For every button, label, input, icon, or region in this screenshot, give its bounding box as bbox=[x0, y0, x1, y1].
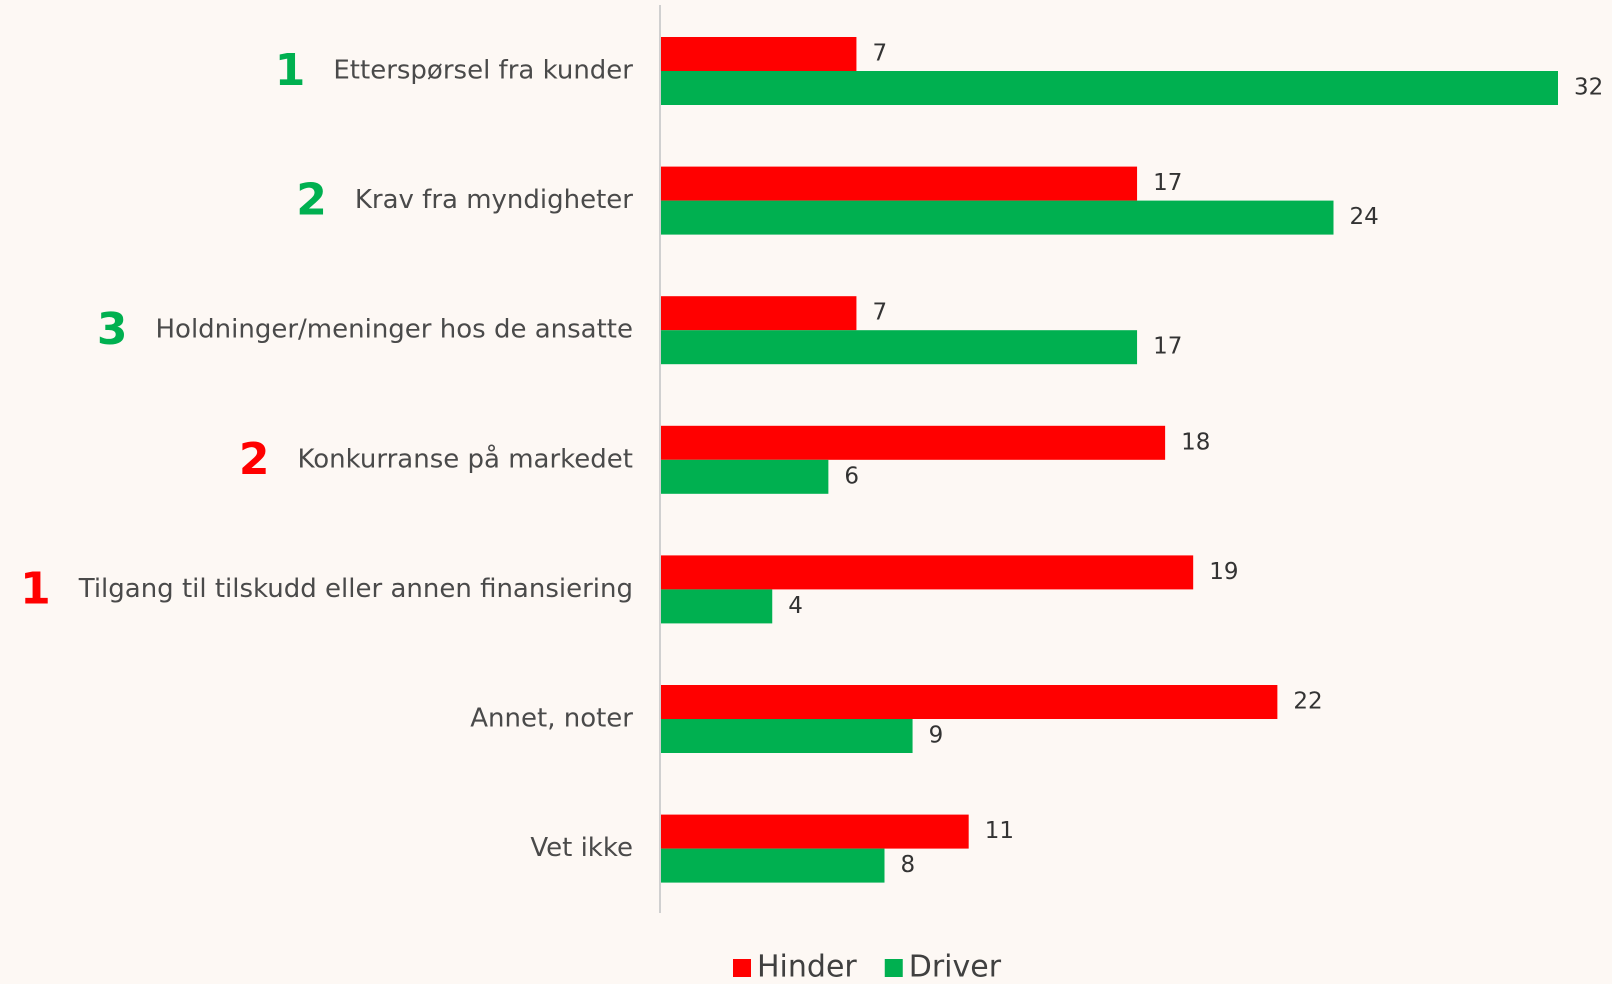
value-label: 7 bbox=[872, 300, 887, 326]
value-label: 11 bbox=[985, 818, 1014, 844]
legend-label: Hinder bbox=[757, 950, 857, 984]
category-label: Annet, noter bbox=[470, 704, 633, 734]
bar bbox=[660, 296, 857, 331]
category-label: Tilgang til tilskudd eller annen finansi… bbox=[78, 574, 633, 604]
bar bbox=[660, 166, 1138, 201]
legend-swatch bbox=[733, 959, 751, 977]
value-label: 32 bbox=[1574, 75, 1603, 101]
value-label: 19 bbox=[1209, 559, 1238, 585]
rank-label: 2 bbox=[296, 175, 327, 226]
rank-label: 2 bbox=[239, 434, 270, 485]
value-label: 9 bbox=[929, 723, 944, 749]
bar bbox=[660, 685, 1278, 719]
value-label: 17 bbox=[1153, 170, 1182, 196]
rank-label: 1 bbox=[275, 45, 306, 96]
value-label: 6 bbox=[844, 463, 859, 489]
bar bbox=[660, 459, 829, 494]
bar bbox=[660, 71, 1558, 105]
value-label: 7 bbox=[872, 41, 887, 67]
bar bbox=[660, 814, 969, 849]
bar bbox=[660, 425, 1166, 460]
category-label: Krav fra myndigheter bbox=[355, 185, 633, 215]
category-label: Holdninger/meninger hos de ansatte bbox=[155, 315, 633, 345]
legend-swatch bbox=[884, 959, 903, 977]
rank-label: 3 bbox=[97, 304, 128, 355]
category-label: Konkurranse på markedet bbox=[298, 443, 634, 474]
bar bbox=[660, 200, 1334, 235]
bar bbox=[660, 589, 773, 624]
bar bbox=[660, 719, 913, 753]
category-label: Vet ikke bbox=[530, 833, 633, 863]
category-label: Etterspørsel fra kunder bbox=[333, 56, 633, 86]
bar bbox=[660, 848, 885, 883]
bar bbox=[660, 330, 1138, 365]
value-label: 22 bbox=[1293, 689, 1322, 715]
value-label: 8 bbox=[901, 852, 916, 878]
bar bbox=[660, 555, 1194, 590]
value-label: 17 bbox=[1153, 334, 1182, 360]
value-label: 4 bbox=[788, 593, 803, 619]
legend-label: Driver bbox=[909, 950, 1002, 984]
rank-label: 1 bbox=[20, 563, 51, 614]
bar bbox=[660, 37, 857, 71]
value-label: 18 bbox=[1181, 429, 1210, 455]
value-label: 24 bbox=[1350, 204, 1379, 230]
